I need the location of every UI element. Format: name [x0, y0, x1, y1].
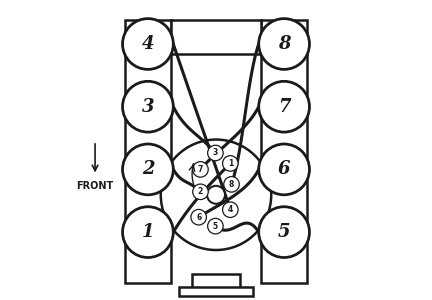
Bar	[261, 20, 307, 283]
Text: 4: 4	[228, 205, 233, 214]
Text: 6: 6	[278, 160, 290, 178]
Text: 3: 3	[213, 148, 218, 158]
Text: 1: 1	[142, 223, 154, 241]
Text: 7: 7	[278, 98, 290, 116]
Circle shape	[208, 218, 223, 234]
Circle shape	[191, 209, 206, 225]
Circle shape	[208, 145, 223, 161]
Circle shape	[259, 207, 309, 257]
Circle shape	[123, 207, 173, 257]
Text: 2: 2	[198, 187, 203, 196]
Bar	[179, 287, 253, 296]
Text: 6: 6	[196, 213, 201, 222]
Text: FRONT: FRONT	[76, 182, 114, 191]
Text: 2: 2	[142, 160, 154, 178]
Circle shape	[123, 144, 173, 195]
Text: 3: 3	[142, 98, 154, 116]
Text: 5: 5	[213, 222, 218, 231]
Circle shape	[193, 162, 208, 177]
Bar	[171, 20, 261, 54]
Text: 4: 4	[142, 35, 154, 53]
Bar	[192, 274, 240, 290]
Circle shape	[123, 81, 173, 132]
Circle shape	[259, 81, 309, 132]
Circle shape	[259, 144, 309, 195]
Circle shape	[259, 19, 309, 69]
Text: 7: 7	[198, 165, 203, 174]
Text: 8: 8	[229, 180, 234, 189]
Circle shape	[123, 19, 173, 69]
Text: 5: 5	[278, 223, 290, 241]
Circle shape	[224, 177, 239, 192]
Text: 1: 1	[228, 159, 233, 168]
Circle shape	[207, 186, 225, 204]
Bar	[125, 20, 171, 283]
Circle shape	[161, 140, 271, 250]
Circle shape	[193, 184, 208, 200]
Circle shape	[222, 202, 238, 218]
Text: 8: 8	[278, 35, 290, 53]
Circle shape	[222, 156, 238, 171]
